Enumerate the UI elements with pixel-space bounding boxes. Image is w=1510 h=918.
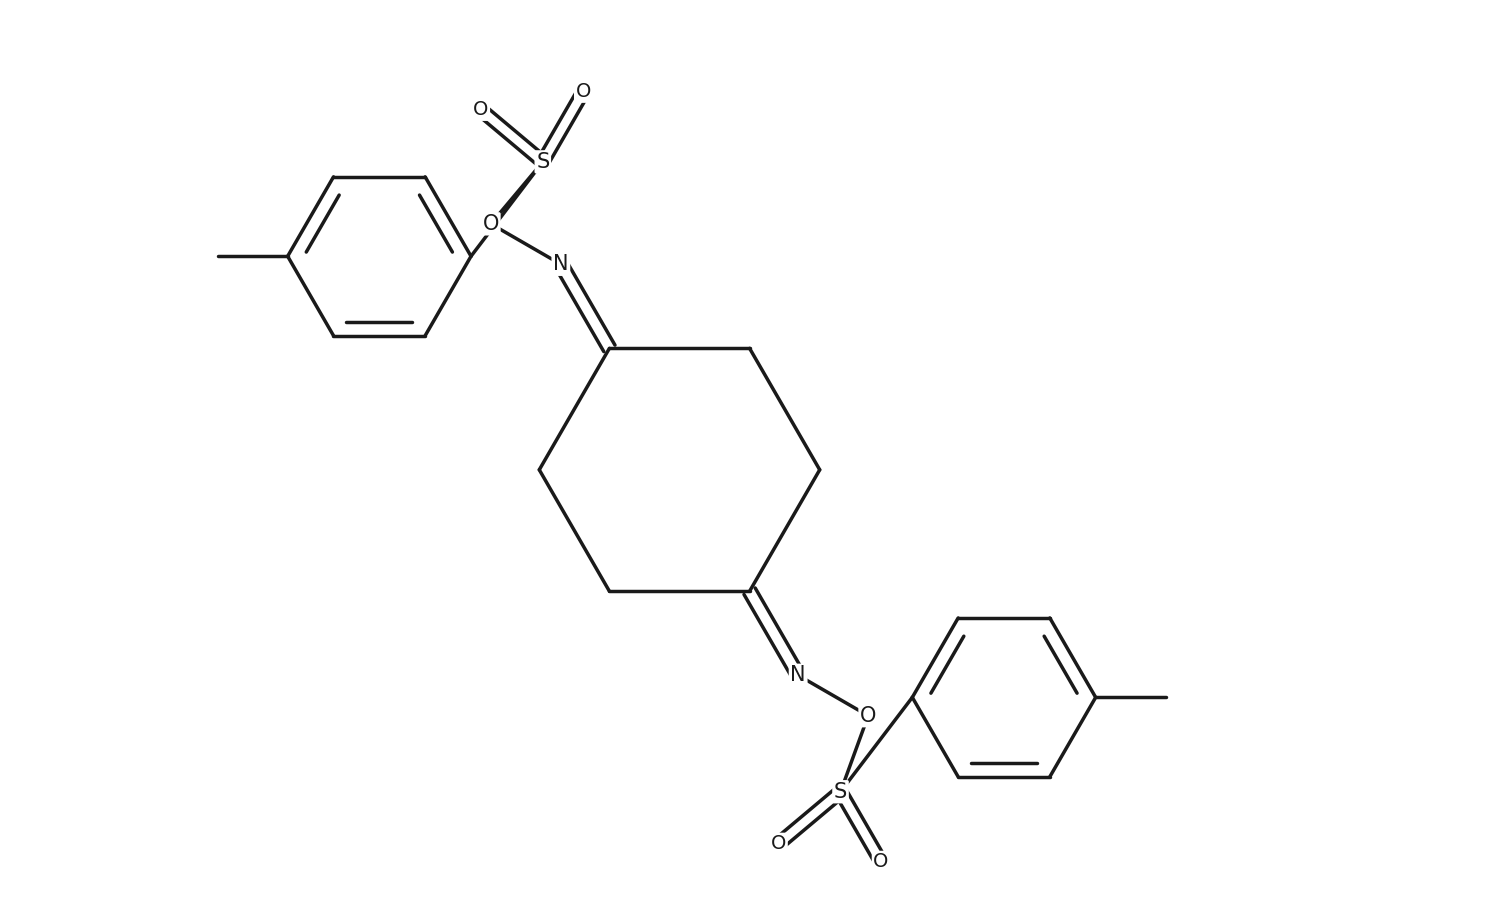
Text: N: N: [790, 666, 806, 685]
Text: O: O: [772, 834, 787, 853]
Text: O: O: [575, 83, 590, 101]
Text: O: O: [873, 852, 889, 871]
Text: S: S: [834, 782, 847, 801]
Text: O: O: [483, 214, 498, 234]
Text: O: O: [473, 100, 489, 119]
Text: S: S: [536, 151, 550, 172]
Text: O: O: [861, 706, 876, 726]
Text: N: N: [553, 254, 569, 274]
